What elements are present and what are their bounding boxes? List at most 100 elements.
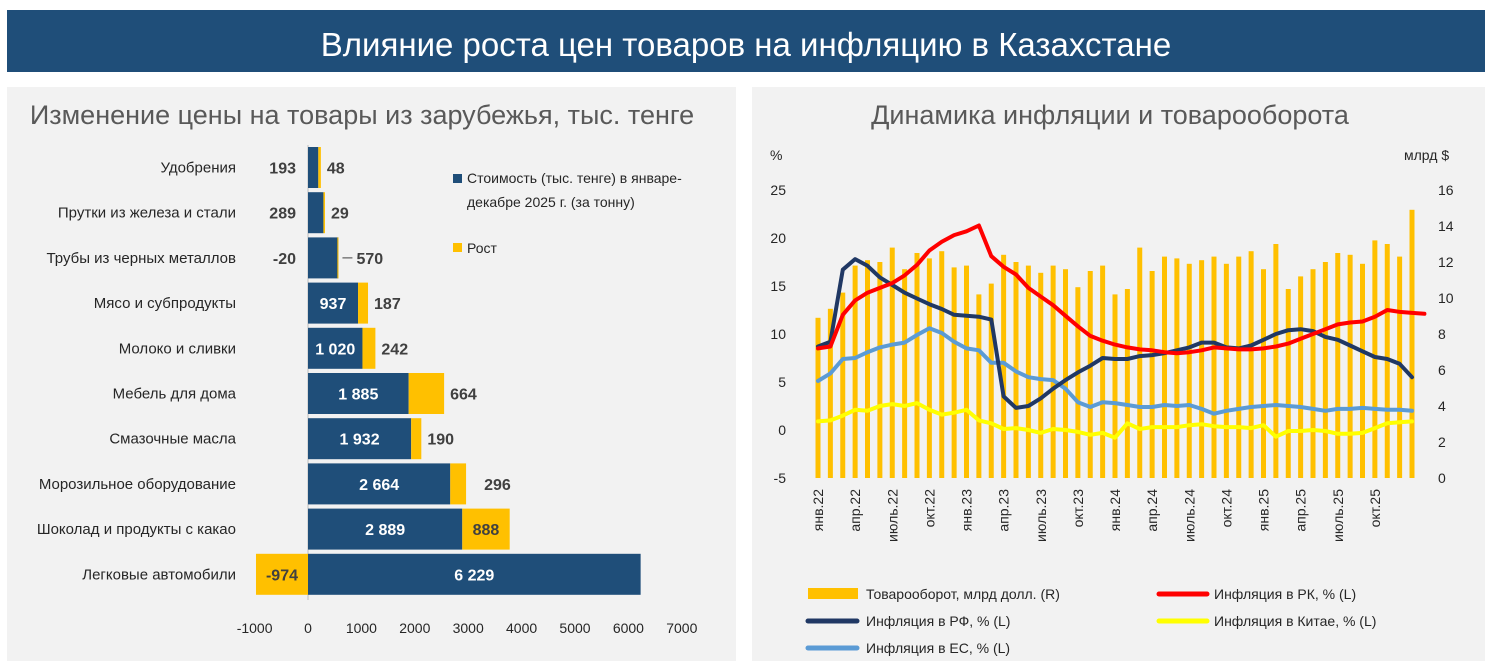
x-tick-label: янв.23 — [959, 489, 975, 531]
y-right-tick: 2 — [1438, 434, 1446, 450]
x-tick-label: 6000 — [613, 620, 644, 636]
legend-label-growth: Рост — [467, 240, 498, 256]
x-tick-label: апр.25 — [1293, 489, 1309, 532]
label-growth: 570 — [356, 251, 383, 268]
label-growth: 242 — [381, 341, 408, 358]
label-growth: 296 — [484, 477, 511, 494]
label-cost: 2 664 — [359, 477, 399, 494]
x-tick-label: 0 — [304, 620, 312, 636]
turnover-bar — [914, 253, 920, 478]
right-legend: Товарооборот, млрд долл. (R) Инфляция в … — [805, 586, 1376, 656]
x-tick-label: окт.25 — [1367, 489, 1383, 528]
x-tick-label: окт.22 — [921, 489, 937, 528]
bar-growth — [337, 237, 339, 279]
label-growth: -974 — [266, 567, 298, 584]
turnover-bar — [1025, 265, 1031, 478]
left-legend: Стоимость (тыс. тенге) в январе-декабре … — [453, 170, 682, 256]
turnover-bar — [827, 308, 833, 478]
label-cost: -20 — [273, 251, 296, 268]
left-chart-title: Изменение цены на товары из зарубежья, т… — [30, 100, 694, 130]
header-title: Влияние роста цен товаров на инфляцию в … — [321, 26, 1171, 63]
x-tick-label: окт.23 — [1070, 489, 1086, 528]
bar-growth — [411, 418, 422, 460]
turnover-bar — [865, 260, 870, 478]
line-inflation-eu — [816, 326, 1414, 416]
turnover-bar — [1236, 256, 1242, 478]
turnover-bar — [1372, 240, 1378, 478]
x-tick-label: июль.25 — [1330, 489, 1346, 542]
turnover-bar — [1248, 251, 1254, 478]
legend-label-cost: Стоимость (тыс. тенге) в январе-декабре … — [467, 170, 682, 210]
category-label: Прутки из железа и стали — [58, 205, 236, 222]
line-inflation-china — [816, 401, 1414, 440]
y-left-tick: 10 — [770, 326, 786, 342]
turnover-bar — [926, 258, 932, 478]
x-tick-label: 7000 — [666, 620, 697, 636]
x-tick-label: июль.23 — [1033, 489, 1049, 542]
x-tick-label: апр.22 — [847, 489, 863, 532]
turnover-bar — [1174, 258, 1180, 478]
category-label: Легковые автомобили — [82, 566, 236, 583]
label-cost: 289 — [269, 206, 296, 223]
bar-cost — [308, 373, 409, 414]
label-growth: 190 — [427, 432, 454, 449]
legend-swatch-cost — [453, 174, 462, 183]
legend-label-rf: Инфляция в РФ, % (L) — [866, 613, 1010, 629]
legend-label-rk: Инфляция в РК, % (L) — [1214, 586, 1356, 602]
bar-growth — [358, 282, 369, 324]
x-tick-label: апр.24 — [1144, 489, 1160, 532]
turnover-bar — [1149, 271, 1155, 478]
x-tick-label: окт.24 — [1218, 489, 1234, 528]
y-right-tick: 0 — [1438, 470, 1446, 486]
bar-growth — [255, 553, 308, 595]
turnover-bar — [1261, 269, 1266, 478]
legend-label-turnover: Товарооборот, млрд долл. (R) — [866, 586, 1060, 602]
x-tick-label: июль.24 — [1181, 489, 1197, 542]
turnover-bar — [1100, 265, 1106, 478]
y-right-tick: 10 — [1438, 290, 1454, 306]
y-right-tick: 6 — [1438, 362, 1446, 378]
x-tick-label: 1000 — [346, 620, 377, 636]
turnover-bar — [1050, 265, 1056, 478]
bar-cost — [308, 418, 412, 460]
turnover-bar — [1285, 289, 1291, 478]
label-cost: 1 932 — [340, 432, 380, 449]
turnover-bar — [951, 267, 957, 478]
turnover-bar — [1199, 260, 1205, 478]
turnover-bar — [1038, 272, 1044, 478]
bar-cost — [308, 192, 324, 234]
label-growth: 29 — [331, 206, 349, 223]
x-tick-label: -1000 — [237, 620, 273, 636]
category-label: Трубы из черных металлов — [46, 250, 236, 267]
x-tick-label: 2000 — [399, 620, 430, 636]
label-cost: 1 885 — [338, 387, 378, 404]
right-y-right-unit: млрд $ — [1404, 147, 1449, 163]
bar-cost — [308, 553, 641, 595]
turnover-bar — [1186, 263, 1192, 478]
left-bar-chart: Удобрения 193 48 Прутки из железа и стали 28… — [37, 145, 698, 636]
turnover-bar — [1087, 271, 1093, 478]
x-tick-label: апр.23 — [996, 489, 1012, 532]
bar-growth — [408, 373, 445, 414]
turnover-bar — [889, 247, 895, 478]
bar-cost — [308, 327, 363, 369]
category-label: Молоко и сливки — [119, 340, 236, 357]
label-cost: 193 — [269, 161, 296, 178]
label-growth: 48 — [327, 161, 345, 178]
y-right-tick: 4 — [1438, 398, 1446, 414]
turnover-bar — [964, 265, 969, 478]
y-right-tick: 16 — [1438, 182, 1454, 198]
category-label: Мебель для дома — [113, 386, 237, 403]
label-cost: 1 020 — [315, 341, 355, 358]
turnover-bar — [902, 269, 908, 478]
y-left-tick: 15 — [770, 278, 786, 294]
y-right-tick: 14 — [1438, 218, 1454, 234]
y-left-tick: 25 — [770, 182, 786, 198]
bar-growth — [362, 327, 376, 369]
turnover-bar — [1124, 289, 1130, 478]
category-label: Шоколад и продукты с какао — [37, 521, 236, 538]
turnover-bar — [1298, 276, 1304, 478]
bar-cost — [308, 508, 463, 550]
y-left-tick: 0 — [778, 422, 786, 438]
